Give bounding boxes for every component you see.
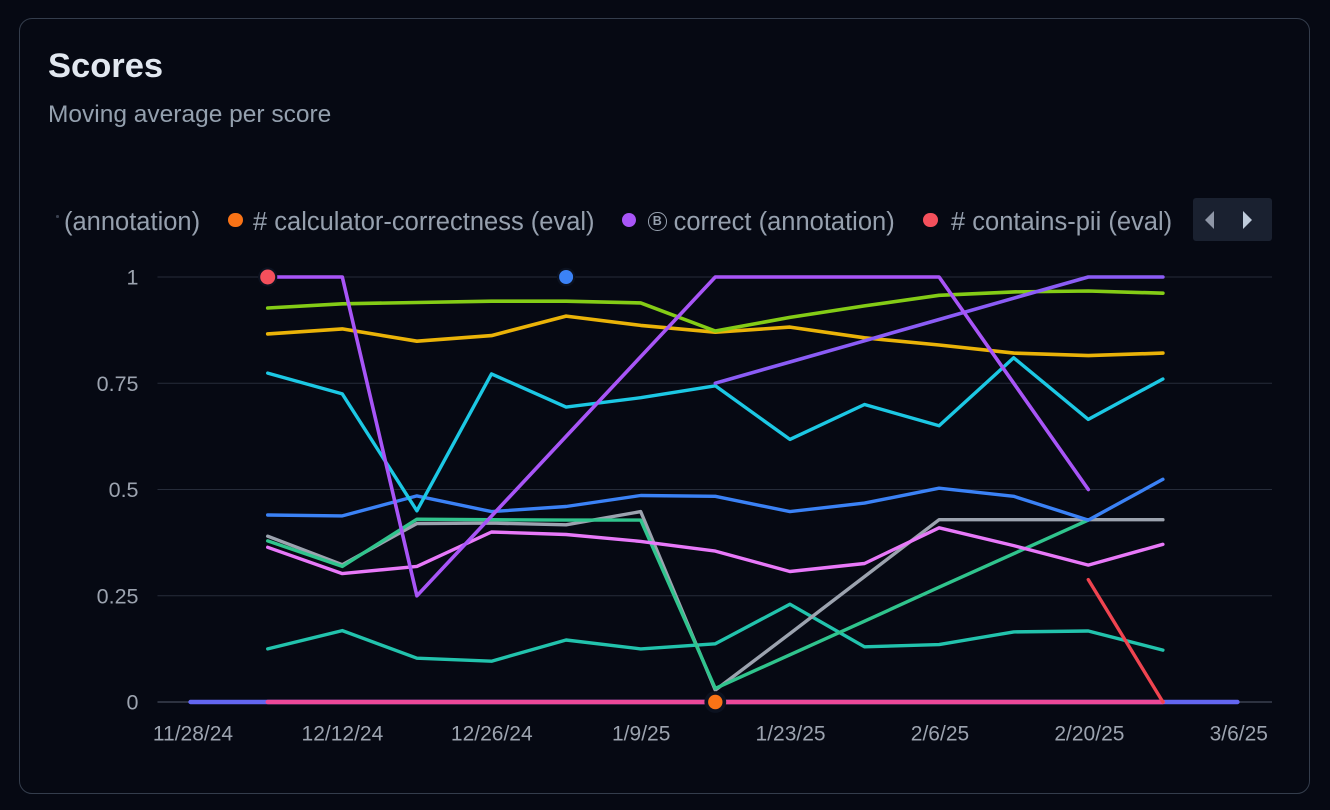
svg-text:2/6/25: 2/6/25 xyxy=(911,723,969,746)
svg-text:0.75: 0.75 xyxy=(97,372,139,396)
svg-text:1: 1 xyxy=(127,266,139,290)
svg-text:12/26/24: 12/26/24 xyxy=(451,723,533,746)
svg-text:3/6/25: 3/6/25 xyxy=(1210,723,1268,746)
svg-text:11/28/24: 11/28/24 xyxy=(153,723,234,746)
svg-text:12/12/24: 12/12/24 xyxy=(302,723,384,746)
svg-text:1/23/25: 1/23/25 xyxy=(756,723,826,746)
svg-text:0.5: 0.5 xyxy=(109,478,139,502)
svg-text:0: 0 xyxy=(127,691,139,715)
svg-text:0.25: 0.25 xyxy=(97,584,139,608)
svg-text:2/20/25: 2/20/25 xyxy=(1054,723,1124,746)
svg-text:1/9/25: 1/9/25 xyxy=(612,723,670,746)
